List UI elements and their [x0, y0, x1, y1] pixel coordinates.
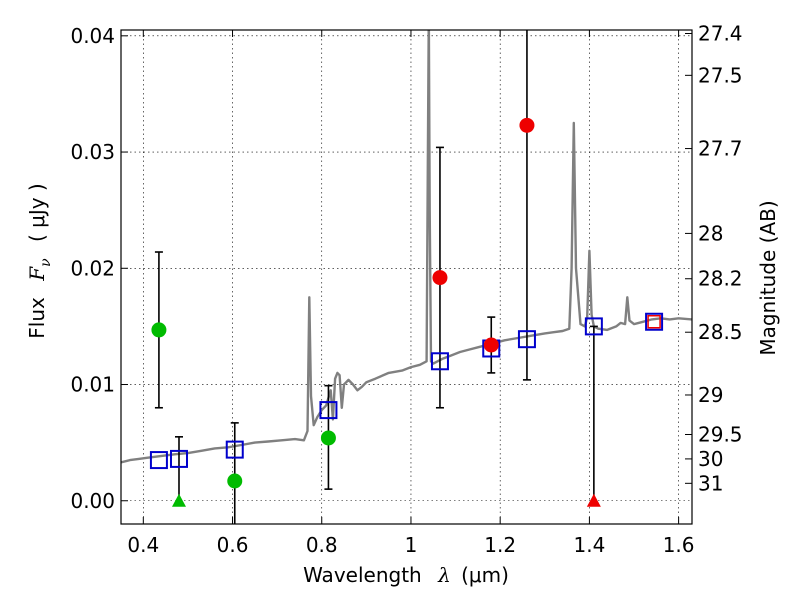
x-axis-label-units: (μm) [461, 563, 509, 587]
y-axis-label: Flux Fν ( μJy ) [25, 183, 55, 338]
observed-flux-point [432, 270, 448, 286]
right-tick-label: 27.7 [698, 137, 743, 161]
x-tick-label: 1.4 [573, 533, 605, 557]
y-tick-label: 0.04 [70, 24, 115, 48]
plot-frame [120, 29, 693, 525]
right-tick-label: 31 [698, 471, 723, 495]
y-axis-label-symbol: F [25, 266, 49, 282]
right-tick-label: 30 [698, 447, 723, 471]
marker-layer [149, 117, 664, 507]
model-photometry-square [319, 401, 338, 420]
right-axis-label: Magnitude (AB) [756, 200, 780, 355]
right-tick-label: 29.5 [698, 422, 743, 446]
observed-flux-point [320, 430, 336, 446]
upper-limit-triangle [586, 493, 601, 507]
x-tick-label: 1.6 [663, 533, 695, 557]
observed-flux-point [519, 117, 535, 133]
y-tick-label: 0.03 [70, 140, 115, 164]
x-tick-label: 0.4 [127, 533, 159, 557]
y-tick-label: 0.01 [70, 373, 115, 397]
x-tick-label: 0.8 [306, 533, 338, 557]
x-tick-label: 1.2 [484, 533, 516, 557]
right-tick-label: 29 [698, 383, 723, 407]
y-axis-label-subscript: ν [38, 258, 54, 267]
model-photometry-square [584, 317, 603, 336]
right-tick-label: 28.2 [698, 267, 743, 291]
upper-limit-triangle [171, 493, 186, 507]
errorbar-layer [154, 30, 598, 524]
tick-layer: 0.4 0.6 0.8 1 1.2 1.4 1.6 0.00 0.01 0.02 0.03 0.04 2… [70, 21, 742, 557]
model-photometry-square [169, 449, 188, 468]
x-axis-label: Wavelength λ (μm) [303, 563, 509, 587]
right-tick-label: 27.4 [698, 21, 743, 45]
y-axis-label-units: ( μJy ) [25, 183, 49, 242]
spectrum-layer [121, 30, 692, 464]
right-tick-label: 28 [698, 221, 723, 245]
x-axis-label-prefix: Wavelength [303, 563, 422, 587]
y-axis-label-prefix: Flux [25, 297, 49, 339]
observed-flux-point [483, 337, 499, 353]
y-tick-label: 0.02 [70, 256, 115, 280]
model-photometry-square [645, 312, 664, 331]
x-tick-label: 1 [405, 533, 418, 557]
right-tick-label: 27.5 [698, 63, 743, 87]
model-photometry-square [517, 330, 536, 349]
right-tick-label: 28.5 [698, 320, 743, 344]
observed-flux-point [227, 473, 243, 489]
y-tick-label: 0.00 [70, 489, 115, 513]
grid-layer [121, 30, 692, 524]
x-tick-label: 0.6 [217, 533, 249, 557]
model-photometry-square [430, 352, 449, 371]
model-photometry-square [225, 440, 244, 459]
x-axis-label-symbol: λ [437, 563, 451, 587]
observed-flux-square [647, 315, 661, 329]
model-photometry-square [149, 451, 168, 470]
observed-flux-point [151, 322, 167, 338]
spectrum-line [121, 30, 692, 464]
